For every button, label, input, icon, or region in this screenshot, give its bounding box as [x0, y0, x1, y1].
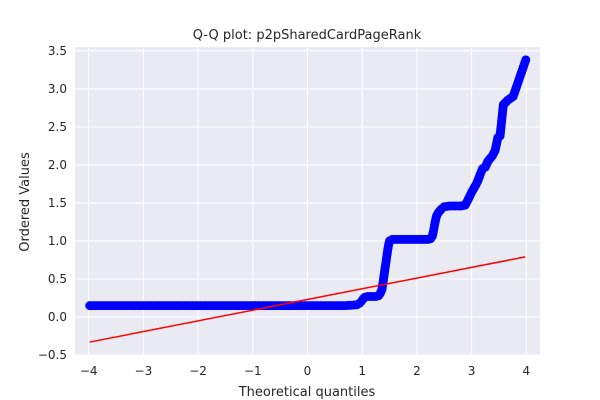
y-tick-label: 1.5 [48, 196, 67, 210]
x-tick-label: 3 [468, 364, 476, 378]
x-tick-label: −1 [244, 364, 262, 378]
y-tick-label: 0.5 [48, 272, 67, 286]
x-tick-label: 4 [523, 364, 531, 378]
x-tick-label: 1 [358, 364, 366, 378]
x-tick-label: 0 [304, 364, 312, 378]
y-tick-labels: −0.5 0.0 0.5 1.0 1.5 2.0 2.5 3.0 3.5 [38, 44, 67, 362]
x-tick-label: −4 [80, 364, 98, 378]
x-tick-label: −2 [189, 364, 207, 378]
y-tick-label: −0.5 [38, 348, 67, 362]
x-tick-label: 2 [413, 364, 421, 378]
y-tick-label: 3.5 [48, 44, 67, 58]
y-axis-label: Ordered Values [18, 152, 33, 252]
y-tick-label: 2.5 [48, 120, 67, 134]
x-tick-labels: −4 −3 −2 −1 0 1 2 3 4 [80, 364, 530, 378]
chart-title: Q-Q plot: p2pSharedCardPageRank [193, 28, 422, 43]
y-tick-label: 0.0 [48, 310, 67, 324]
x-axis-label: Theoretical quantiles [238, 385, 376, 400]
y-tick-label: 2.0 [48, 158, 67, 172]
y-tick-label: 1.0 [48, 234, 67, 248]
gridlines [75, 47, 540, 356]
y-tick-label: 3.0 [48, 82, 67, 96]
data-point [521, 55, 531, 65]
reference-line [89, 256, 526, 343]
x-tick-label: −3 [135, 364, 153, 378]
